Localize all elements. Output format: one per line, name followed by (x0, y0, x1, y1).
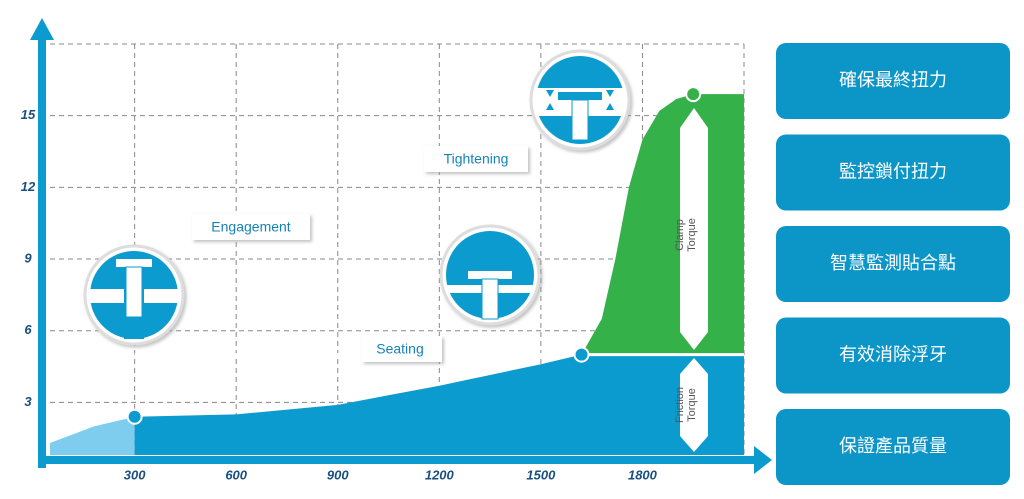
tightening-icon (529, 49, 631, 151)
x-axis-arrow (754, 446, 772, 474)
side-button (776, 226, 1010, 302)
y-tick-label: 9 (24, 250, 32, 265)
y-tick-label: 3 (24, 394, 32, 409)
torque-arrows (680, 108, 708, 452)
point-marker (573, 346, 590, 363)
side-button (776, 43, 1010, 119)
side-button-label: 確保最終扭力 (839, 70, 947, 90)
label-box (424, 146, 528, 172)
area-lower (134, 354, 744, 455)
y-tick-label: 6 (24, 322, 32, 337)
label-box (362, 336, 442, 362)
x-tick-label: 300 (124, 467, 146, 482)
side-button (776, 317, 1010, 394)
friction-label: Friction Torque (674, 386, 698, 424)
engagement-icon (83, 244, 185, 346)
seating-icon (439, 224, 541, 326)
clamp-arrow (680, 108, 708, 350)
side-button-label: 智慧監測貼合點 (830, 253, 956, 273)
x-axis (38, 456, 758, 464)
x-tick-label: 600 (225, 467, 247, 482)
point-marker (685, 86, 702, 103)
x-tick-label: 1200 (425, 467, 455, 482)
friction-label-wrap: Friction Torque (674, 386, 698, 424)
y-tick-label: 15 (21, 107, 36, 122)
annotation: Engagement (211, 219, 291, 235)
side-button-label: 保證產品質量 (839, 436, 947, 456)
clamp-label-wrap: Clamp Torque (674, 218, 698, 252)
side-button (776, 134, 1010, 211)
annotations: Engagement Tightening Seating Clamp Torq… (192, 146, 698, 424)
x-tick-label: 900 (327, 467, 349, 482)
x-tick-label: 1800 (628, 467, 658, 482)
side-button-label: 有效消除浮牙 (839, 344, 947, 364)
y-axis-arrow (30, 18, 54, 40)
axes (30, 18, 772, 474)
label-box (192, 214, 310, 240)
icons (83, 49, 631, 346)
side-button (776, 409, 1010, 485)
annotation: Tightening (444, 151, 509, 167)
annotation: Seating (376, 341, 423, 357)
clamp-label: Clamp Torque (674, 218, 698, 252)
y-tick-label: 12 (21, 179, 36, 194)
side-button-label: 監控鎖付扭力 (839, 161, 947, 181)
point-marker (126, 408, 143, 425)
x-tick-label: 1500 (526, 467, 556, 482)
area (50, 416, 135, 455)
friction-arrow (680, 358, 708, 452)
y-axis (38, 36, 46, 468)
